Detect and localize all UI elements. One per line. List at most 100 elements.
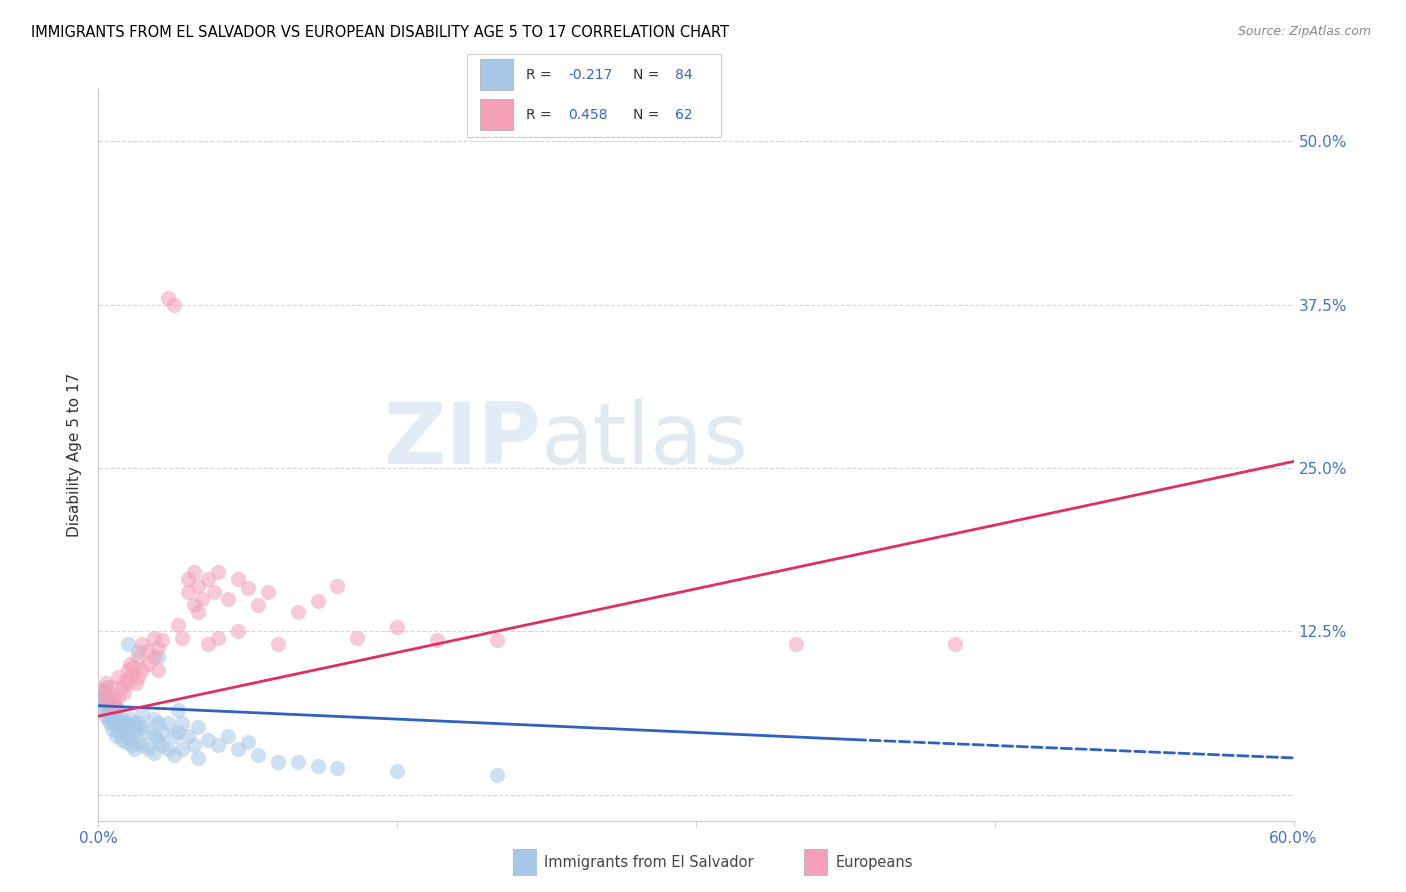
Text: atlas: atlas	[541, 399, 748, 482]
Point	[112, 724, 135, 739]
Bar	[479, 99, 513, 130]
Point	[163, 748, 186, 763]
Point	[217, 729, 239, 743]
Point	[111, 732, 134, 747]
Point	[101, 723, 124, 737]
Point	[103, 693, 125, 707]
Point	[326, 761, 349, 775]
Point	[485, 768, 508, 782]
Point	[187, 720, 209, 734]
Point	[121, 720, 143, 734]
Point	[150, 633, 173, 648]
Point	[112, 686, 135, 700]
Point	[97, 690, 120, 704]
Point	[197, 637, 219, 651]
Text: IMMIGRANTS FROM EL SALVADOR VS EUROPEAN DISABILITY AGE 5 TO 17 CORRELATION CHART: IMMIGRANTS FROM EL SALVADOR VS EUROPEAN …	[31, 25, 728, 40]
Point	[112, 715, 135, 730]
Point	[183, 566, 205, 580]
Point	[117, 637, 139, 651]
Point	[98, 703, 122, 717]
Point	[157, 715, 180, 730]
Point	[107, 724, 129, 739]
Point	[207, 566, 229, 580]
Point	[287, 605, 309, 619]
Bar	[479, 60, 513, 90]
Text: N =: N =	[633, 68, 664, 82]
Point	[105, 698, 128, 713]
Point	[167, 703, 190, 717]
Point	[943, 637, 966, 651]
Point	[111, 681, 134, 695]
Point	[91, 683, 114, 698]
Point	[256, 585, 278, 599]
Point	[191, 591, 214, 606]
Point	[157, 741, 180, 756]
Point	[187, 578, 209, 592]
Point	[93, 693, 115, 707]
Point	[187, 605, 209, 619]
FancyBboxPatch shape	[467, 54, 721, 137]
Point	[236, 735, 259, 749]
Text: Source: ZipAtlas.com: Source: ZipAtlas.com	[1237, 25, 1371, 38]
Point	[785, 637, 807, 651]
Point	[117, 715, 139, 730]
Point	[111, 712, 134, 726]
Point	[96, 696, 118, 710]
Point	[105, 729, 128, 743]
Point	[103, 715, 125, 730]
Point	[177, 572, 200, 586]
Point	[127, 715, 149, 730]
Point	[117, 664, 139, 678]
Point	[157, 291, 180, 305]
Point	[125, 723, 148, 737]
Point	[91, 683, 114, 698]
Point	[163, 298, 186, 312]
Point	[93, 703, 115, 717]
Point	[93, 686, 115, 700]
Text: -0.217: -0.217	[568, 68, 613, 82]
Point	[307, 758, 329, 772]
Point	[89, 690, 111, 704]
Point	[93, 690, 115, 704]
Point	[177, 729, 200, 743]
Text: R =: R =	[526, 108, 557, 121]
Point	[121, 738, 143, 752]
Text: 0.458: 0.458	[568, 108, 607, 121]
Point	[136, 741, 159, 756]
Point	[101, 709, 124, 723]
Point	[124, 659, 146, 673]
Point	[167, 617, 190, 632]
Point	[98, 686, 122, 700]
Point	[183, 738, 205, 752]
Point	[136, 657, 159, 671]
Point	[226, 624, 249, 639]
Point	[120, 712, 142, 726]
Point	[246, 748, 269, 763]
Y-axis label: Disability Age 5 to 17: Disability Age 5 to 17	[67, 373, 83, 537]
Point	[143, 631, 166, 645]
Point	[127, 670, 149, 684]
Point	[96, 681, 118, 695]
Point	[426, 633, 449, 648]
Point	[246, 598, 269, 612]
Point	[163, 729, 186, 743]
Point	[131, 738, 153, 752]
Point	[131, 720, 153, 734]
Point	[136, 724, 159, 739]
Point	[101, 696, 124, 710]
Point	[105, 712, 128, 726]
Point	[115, 735, 138, 749]
Point	[148, 664, 170, 678]
Point	[98, 715, 122, 730]
Point	[125, 676, 148, 690]
Point	[385, 764, 409, 778]
Point	[131, 706, 153, 721]
Point	[346, 631, 368, 645]
Point	[307, 594, 329, 608]
Point	[127, 644, 149, 658]
Point	[143, 650, 166, 665]
Point	[197, 732, 219, 747]
Point	[207, 631, 229, 645]
Point	[143, 712, 166, 726]
Point	[115, 673, 138, 687]
